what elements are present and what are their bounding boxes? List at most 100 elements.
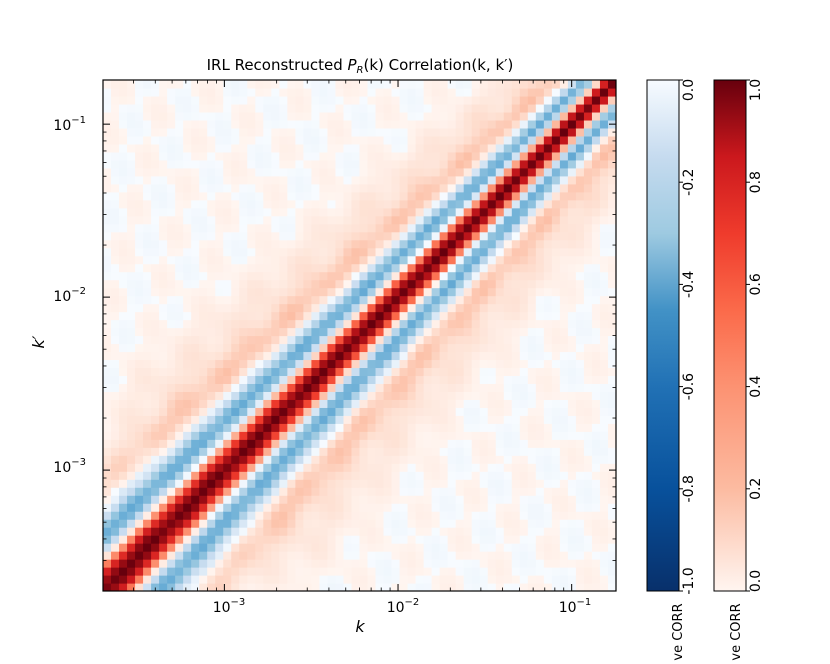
heatmap-cell <box>175 311 184 321</box>
heatmap-cell <box>407 391 417 400</box>
heatmap-cell <box>471 247 481 257</box>
heatmap-cell <box>567 567 577 576</box>
heatmap-cell <box>559 119 569 129</box>
heatmap-cell <box>439 527 449 536</box>
heatmap-cell <box>231 135 240 145</box>
heatmap-cell <box>471 399 481 408</box>
heatmap-cell <box>159 103 168 113</box>
heatmap-cell <box>191 159 200 169</box>
heatmap-cell <box>399 471 409 480</box>
heatmap-cell <box>423 399 433 408</box>
heatmap-cell <box>327 391 337 400</box>
heatmap-cell <box>479 223 489 233</box>
heatmap-cell <box>351 183 361 193</box>
heatmap-cell <box>375 439 385 448</box>
heatmap-cell <box>383 119 393 129</box>
heatmap-cell <box>543 343 553 353</box>
heatmap-cell <box>175 479 184 488</box>
heatmap-cell <box>215 175 224 185</box>
heatmap-cell <box>263 143 272 153</box>
heatmap-cell <box>159 271 168 281</box>
heatmap-cell <box>447 319 457 329</box>
heatmap-cell <box>183 263 192 273</box>
heatmap-cell <box>239 327 248 337</box>
heatmap-cell <box>463 407 473 416</box>
heatmap-cell <box>527 135 537 145</box>
heatmap-cell <box>535 503 545 512</box>
heatmap-cell <box>431 391 441 400</box>
heatmap-cell <box>399 159 409 169</box>
heatmap-cell <box>535 335 545 345</box>
heatmap-cell <box>287 303 296 313</box>
heatmap-cell <box>215 439 224 448</box>
heatmap-cell <box>367 471 377 480</box>
heatmap-cell <box>295 567 304 576</box>
heatmap-cell <box>447 583 457 591</box>
heatmap-cell <box>335 535 345 544</box>
heatmap-cell <box>487 279 497 289</box>
heatmap-cell <box>519 215 529 225</box>
heatmap-cell <box>239 303 248 313</box>
heatmap-cell <box>215 191 224 201</box>
heatmap-cell <box>127 135 136 145</box>
heatmap-cell <box>463 399 473 408</box>
colorbar-tick-label: -0.6 <box>681 373 697 400</box>
heatmap-cell <box>335 575 345 584</box>
heatmap-cell <box>567 391 577 400</box>
y-tick-label: 10−1 <box>53 115 86 134</box>
heatmap-cell <box>183 135 192 145</box>
heatmap-cell <box>439 431 449 440</box>
heatmap-cell <box>399 503 409 512</box>
heatmap-cell <box>583 567 593 576</box>
heatmap-cell <box>431 375 441 384</box>
heatmap-cell <box>175 167 184 177</box>
heatmap-cell <box>207 407 216 416</box>
heatmap-cell <box>127 511 136 520</box>
heatmap-cell <box>415 247 425 257</box>
heatmap-cell <box>511 431 521 440</box>
heatmap-cell <box>487 551 497 560</box>
heatmap-cell <box>231 375 240 384</box>
heatmap-cell <box>535 287 545 297</box>
heatmap-cell <box>255 127 264 137</box>
heatmap-cell <box>167 271 176 281</box>
heatmap-cell <box>487 207 497 217</box>
heatmap-cell <box>431 255 441 265</box>
heatmap-cell <box>271 375 280 384</box>
heatmap-cell <box>431 351 441 361</box>
heatmap-cell <box>407 279 417 289</box>
heatmap-cell <box>119 327 128 337</box>
heatmap-cell <box>487 87 497 97</box>
heatmap-cell <box>231 127 240 137</box>
heatmap-cell <box>407 335 417 345</box>
heatmap-cell <box>311 215 321 225</box>
heatmap-cell <box>511 551 521 560</box>
heatmap-cell <box>415 399 425 408</box>
heatmap-cell <box>607 487 616 496</box>
heatmap-cell <box>399 495 409 504</box>
heatmap-cell <box>167 199 176 209</box>
heatmap-cell <box>239 223 248 233</box>
heatmap-cell <box>575 80 585 89</box>
heatmap-cell <box>119 207 128 217</box>
heatmap-cell <box>487 439 497 448</box>
heatmap-cell <box>423 95 433 105</box>
heatmap-cell <box>223 255 232 265</box>
heatmap-cell <box>351 439 361 448</box>
heatmap-cell <box>439 191 449 201</box>
heatmap-cell <box>375 495 385 504</box>
heatmap-cell <box>399 527 409 536</box>
heatmap-cell <box>199 551 208 560</box>
heatmap-cell <box>415 431 425 440</box>
heatmap-cell <box>167 543 176 552</box>
heatmap-cell <box>135 431 144 440</box>
heatmap-cell <box>519 159 529 169</box>
heatmap-cell <box>143 223 152 233</box>
heatmap-cell <box>335 199 345 209</box>
heatmap-cell <box>327 127 337 137</box>
heatmap-cell <box>535 80 545 89</box>
heatmap-cell <box>207 327 216 337</box>
heatmap-cell <box>447 119 457 129</box>
heatmap-cell <box>319 127 329 137</box>
heatmap-cell <box>567 583 577 591</box>
